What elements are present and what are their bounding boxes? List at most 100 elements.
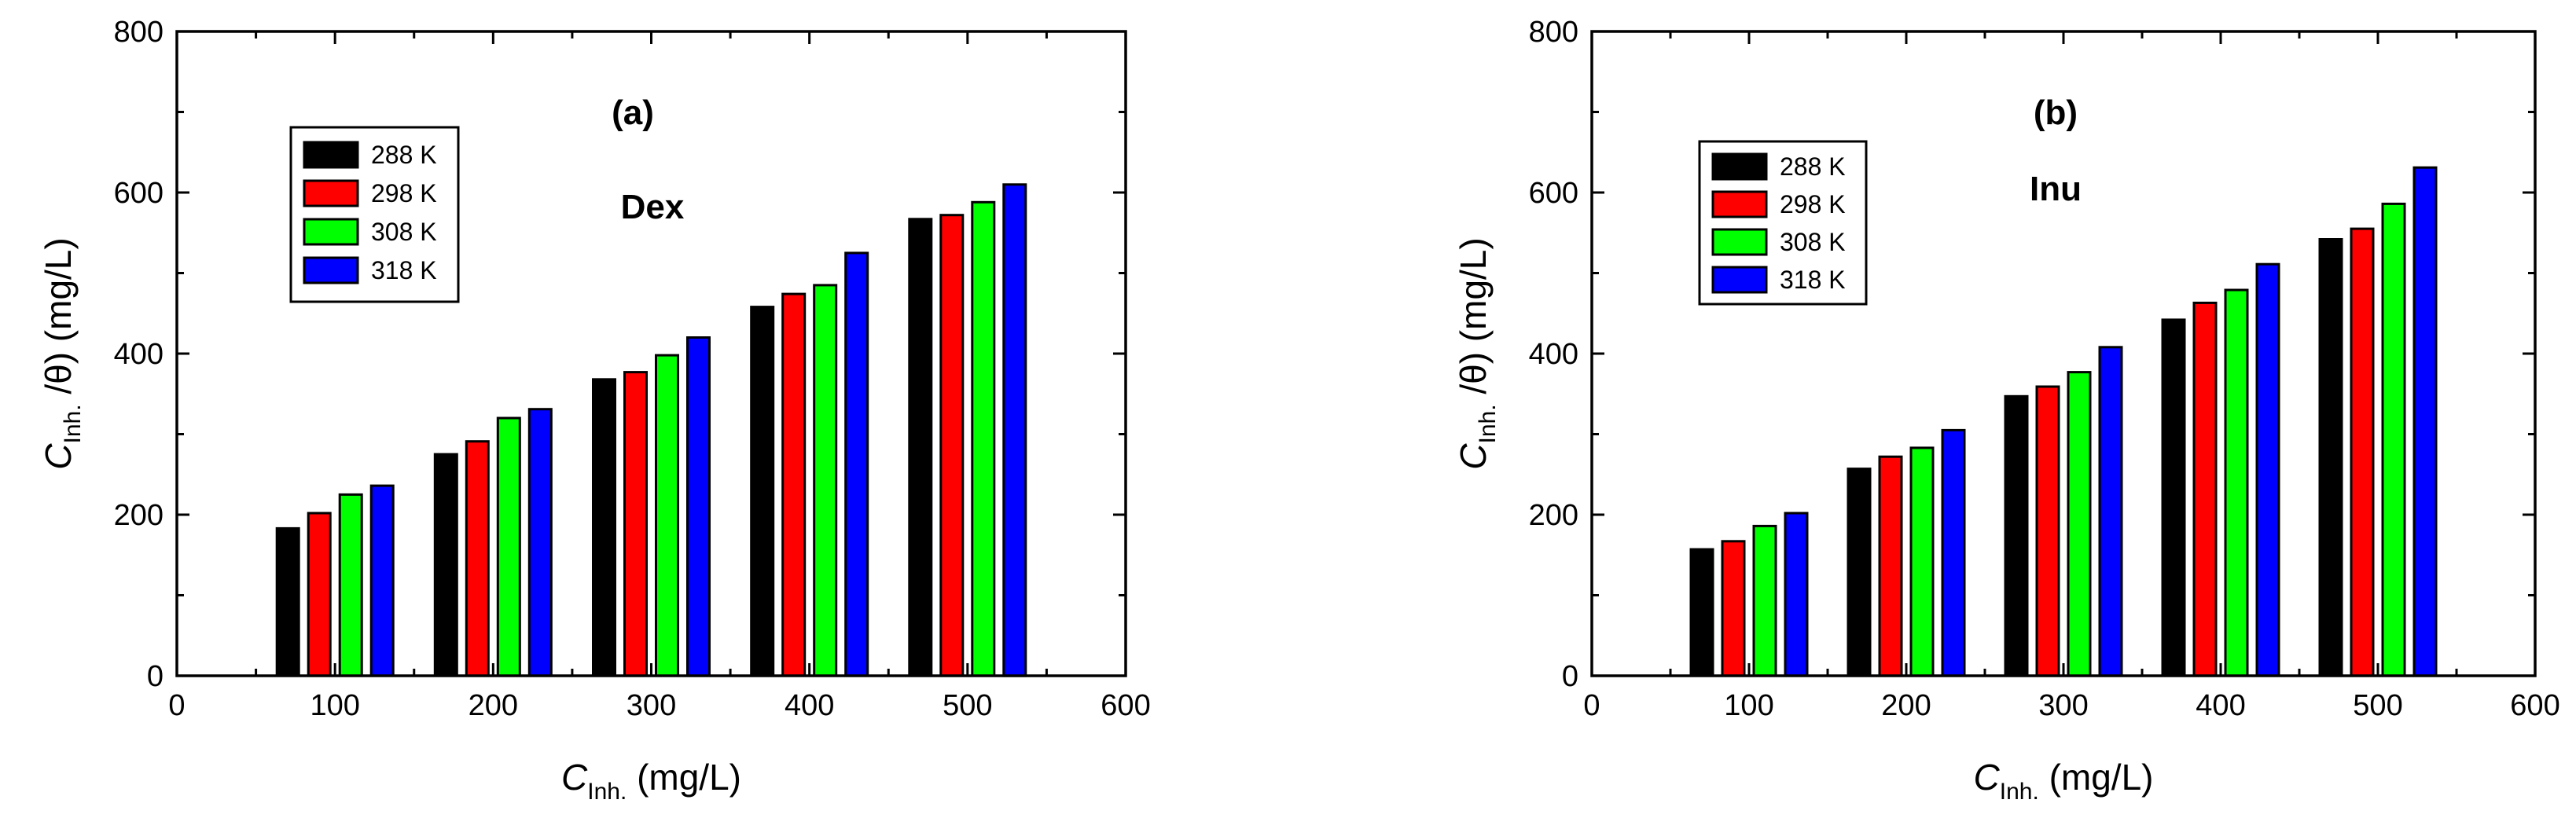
bar bbox=[2381, 202, 2406, 677]
x-tick-label: 600 bbox=[2510, 689, 2559, 722]
bar bbox=[844, 251, 869, 677]
bar bbox=[2004, 394, 2029, 677]
bar bbox=[1941, 428, 1966, 677]
panel-label: (a) bbox=[612, 94, 654, 132]
x-tick-label: 200 bbox=[1881, 689, 1931, 722]
x-axis-symbol: C bbox=[1974, 757, 2001, 798]
x-tick-label: 0 bbox=[168, 689, 185, 722]
bar bbox=[2161, 318, 2186, 677]
x-tick-label: 500 bbox=[2353, 689, 2402, 722]
panel-annotation: Inu bbox=[2030, 170, 2082, 208]
x-axis-symbol: C bbox=[561, 757, 588, 798]
bar bbox=[1909, 446, 1935, 677]
bar bbox=[2035, 385, 2060, 677]
bar bbox=[2192, 301, 2218, 677]
bar bbox=[2412, 166, 2438, 677]
legend-label: 308 K bbox=[371, 218, 437, 246]
legend-swatch bbox=[1711, 190, 1768, 218]
bar bbox=[2224, 288, 2249, 677]
bar bbox=[369, 484, 395, 677]
bar bbox=[939, 214, 965, 677]
y-tick-label: 800 bbox=[1529, 16, 1578, 49]
legend-swatch bbox=[1711, 228, 1768, 256]
x-tick-label: 0 bbox=[1583, 689, 1600, 722]
legend-swatch bbox=[1711, 266, 1768, 294]
bar bbox=[433, 453, 458, 677]
bar bbox=[686, 336, 711, 677]
x-axis-title: CInh. (mg/L) bbox=[1974, 757, 2154, 805]
bar bbox=[623, 371, 648, 677]
legend-swatch bbox=[303, 141, 359, 169]
legend-swatch bbox=[303, 218, 359, 246]
bar bbox=[2098, 346, 2123, 677]
bar bbox=[2255, 262, 2280, 677]
bar bbox=[1878, 455, 1903, 677]
x-tick-label: 300 bbox=[2038, 689, 2088, 722]
y-tick-label: 400 bbox=[114, 338, 164, 371]
legend-label: 298 K bbox=[371, 179, 437, 207]
bar bbox=[1752, 524, 1777, 677]
legend-swatch bbox=[303, 179, 359, 207]
legend-label: 318 K bbox=[1780, 266, 1846, 294]
x-tick-label: 300 bbox=[627, 689, 676, 722]
bar bbox=[465, 440, 490, 677]
y-tick-label: 0 bbox=[1562, 660, 1578, 693]
legend-label: 288 K bbox=[371, 141, 437, 169]
panel-label: (b) bbox=[2034, 94, 2078, 132]
y-tick-label: 400 bbox=[1529, 338, 1578, 371]
bar bbox=[592, 378, 616, 677]
bar bbox=[1847, 468, 1872, 677]
y-axis-subscript: Inh. bbox=[60, 404, 86, 443]
x-tick-label: 600 bbox=[1101, 689, 1150, 722]
x-tick-label: 100 bbox=[1724, 689, 1773, 722]
bar bbox=[275, 526, 300, 677]
y-axis-unit: /θ) (mg/L) bbox=[38, 237, 79, 404]
legend-swatch bbox=[1711, 152, 1768, 181]
bar bbox=[655, 354, 679, 677]
bar bbox=[813, 284, 838, 677]
panel-annotation: Dex bbox=[621, 188, 685, 226]
y-axis-symbol: C bbox=[38, 443, 79, 470]
x-axis-title: CInh. (mg/L) bbox=[561, 757, 741, 805]
y-tick-label: 0 bbox=[147, 660, 164, 693]
bar bbox=[908, 218, 933, 677]
legend-swatch bbox=[303, 256, 359, 284]
bar bbox=[1784, 512, 1809, 677]
bar bbox=[750, 306, 775, 677]
bar bbox=[1002, 183, 1027, 677]
x-tick-label: 200 bbox=[469, 689, 518, 722]
x-tick-label: 100 bbox=[310, 689, 359, 722]
y-tick-label: 200 bbox=[1529, 499, 1578, 532]
y-axis-title: CInh. /θ) (mg/L) bbox=[38, 237, 86, 469]
bar bbox=[1721, 540, 1746, 677]
legend: 288 K 298 K 308 K 318 K bbox=[1698, 140, 1868, 306]
y-tick-label: 200 bbox=[114, 499, 164, 532]
bar bbox=[307, 512, 332, 677]
bar bbox=[2350, 227, 2375, 677]
y-tick-label: 600 bbox=[114, 177, 164, 210]
x-axis-subscript: Inh. bbox=[2000, 779, 2039, 805]
bar bbox=[2067, 371, 2092, 677]
bar bbox=[496, 416, 521, 677]
y-axis-subscript: Inh. bbox=[1475, 404, 1501, 443]
x-tick-label: 500 bbox=[943, 689, 992, 722]
bar bbox=[971, 200, 996, 677]
y-axis-title: CInh. /θ) (mg/L) bbox=[1453, 237, 1501, 469]
bar bbox=[338, 493, 363, 677]
y-tick-label: 600 bbox=[1529, 177, 1578, 210]
bar bbox=[2318, 238, 2343, 677]
x-axis-unit: (mg/L) bbox=[2039, 757, 2154, 798]
bar bbox=[781, 292, 807, 677]
legend-label: 298 K bbox=[1780, 190, 1846, 218]
x-tick-label: 400 bbox=[2196, 689, 2245, 722]
y-axis-unit: /θ) (mg/L) bbox=[1453, 237, 1494, 404]
legend-label: 288 K bbox=[1780, 152, 1846, 181]
bar bbox=[1689, 548, 1714, 677]
x-axis-subscript: Inh. bbox=[587, 779, 627, 805]
x-axis-unit: (mg/L) bbox=[627, 757, 741, 798]
legend-label: 308 K bbox=[1780, 228, 1846, 256]
legend-label: 318 K bbox=[371, 256, 437, 284]
